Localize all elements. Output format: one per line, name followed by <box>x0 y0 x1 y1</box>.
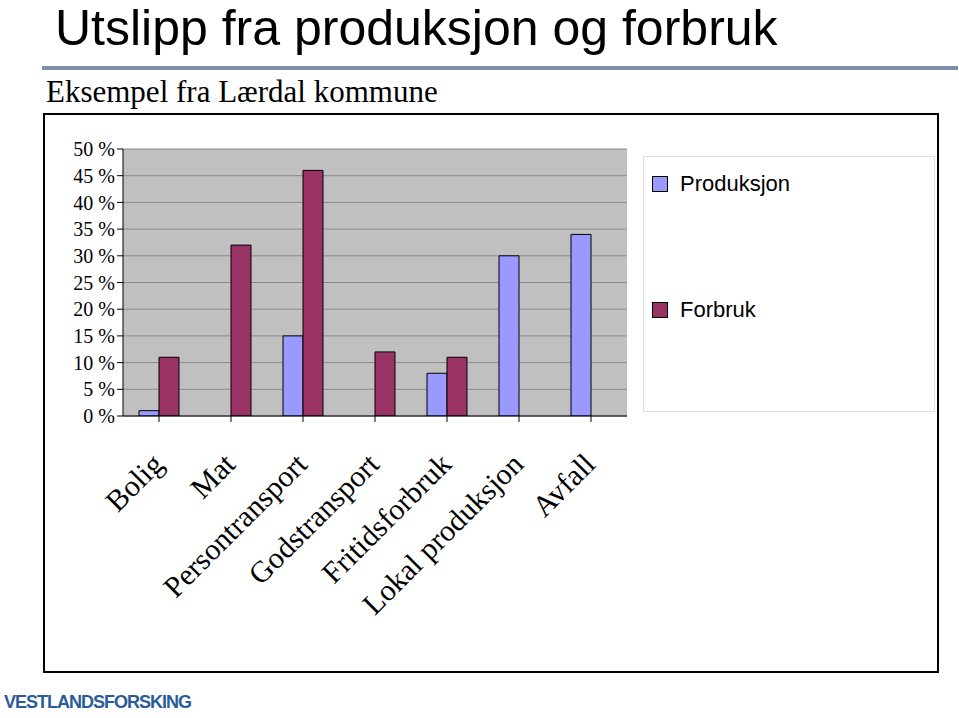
svg-text:Bolig: Bolig <box>99 447 169 517</box>
svg-text:5 %: 5 % <box>83 378 115 400</box>
svg-text:30 %: 30 % <box>73 245 115 267</box>
svg-text:45 %: 45 % <box>73 165 115 187</box>
svg-text:40 %: 40 % <box>73 192 115 214</box>
svg-text:25 %: 25 % <box>73 272 115 294</box>
html-text:VESTLANDSFORSKING: VESTLANDSFORSKING <box>4 692 191 712</box>
html-text:Produksjon: Produksjon <box>680 171 791 196</box>
svg-text:Godstransport: Godstransport <box>241 446 386 591</box>
svg-text:Mat: Mat <box>184 446 242 504</box>
svg-text:Avfall: Avfall <box>525 447 601 523</box>
svg-text:50 %: 50 % <box>73 138 115 160</box>
html-text:Utslipp fra produksjon og forb: Utslipp fra produksjon og forbruk <box>55 0 778 56</box>
svg-text:15 %: 15 % <box>73 325 115 347</box>
svg-text:Lokal produksjon: Lokal produksjon <box>356 447 530 621</box>
svg-text:10 %: 10 % <box>73 352 115 374</box>
html-text:Eksempel fra Lærdal kommune: Eksempel fra Lærdal kommune <box>46 74 438 109</box>
svg-text:35 %: 35 % <box>73 218 115 240</box>
html-text:Forbruk: Forbruk <box>680 297 756 322</box>
svg-text:Persontransport: Persontransport <box>156 446 314 604</box>
svg-text:20 %: 20 % <box>73 298 115 320</box>
svg-text:Fritidsforbruk: Fritidsforbruk <box>314 446 458 590</box>
svg-text:0 %: 0 % <box>83 405 115 427</box>
